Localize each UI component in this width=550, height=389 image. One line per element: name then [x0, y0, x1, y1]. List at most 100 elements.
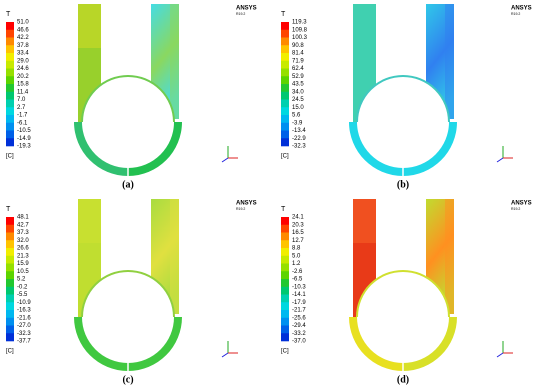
- legend-tick-label: -21.7: [292, 308, 306, 314]
- legend-tick-label: 42.7: [17, 222, 29, 228]
- legend-title: T: [281, 11, 286, 18]
- legend-tick-label: 7.0: [17, 97, 26, 103]
- legend-tick-label: -6.5: [292, 277, 303, 283]
- ring-right: [128, 317, 182, 371]
- right-leg-edge: [445, 199, 454, 314]
- colorbar-step: [281, 45, 289, 54]
- left-leg-top: [78, 199, 101, 244]
- version: R19.2: [236, 207, 245, 211]
- axis-z: [221, 157, 229, 163]
- colorbar-step: [281, 325, 289, 334]
- legend-unit: [C]: [6, 154, 14, 160]
- legend-tick-label: 12.7: [292, 238, 304, 244]
- axis-z: [496, 157, 504, 163]
- colorbar-step: [6, 138, 14, 147]
- legend-tick-label: -5.5: [17, 292, 28, 298]
- colorbar-step: [6, 294, 14, 303]
- legend-tick-label: 34.0: [292, 89, 304, 95]
- colorbar-step: [6, 76, 14, 85]
- legend-tick-label: 81.4: [292, 51, 304, 57]
- colorbar-step: [6, 248, 14, 257]
- colorbar-step: [6, 68, 14, 77]
- colorbar-step: [281, 29, 289, 38]
- legend-tick-label: 8.8: [292, 246, 301, 252]
- colorbar-step: [6, 263, 14, 272]
- colorbar-step: [6, 217, 14, 226]
- legend-tick-label: -19.3: [17, 144, 31, 150]
- colorbar-step: [6, 122, 14, 131]
- legend-tick-label: -14.9: [17, 136, 31, 142]
- caption: (b): [397, 179, 409, 190]
- legend-tick-label: 48.1: [17, 215, 29, 221]
- colorbar-step: [6, 37, 14, 46]
- legend-tick-label: 46.6: [17, 27, 29, 33]
- legend-tick-label: -27.0: [17, 323, 31, 329]
- colorbar-step: [281, 294, 289, 303]
- brand: ANSYS: [511, 6, 532, 12]
- legend-tick-label: -25.6: [292, 315, 306, 321]
- colorbar-step: [6, 22, 14, 31]
- colorbar-step: [6, 53, 14, 62]
- colorbar-step: [281, 217, 289, 226]
- legend-tick-label: 10.5: [17, 269, 29, 275]
- legend-tick-label: -21.6: [17, 315, 31, 321]
- colorbar-step: [6, 60, 14, 69]
- ring-right: [128, 122, 182, 176]
- colorbar-step: [281, 115, 289, 124]
- ring-top: [81, 270, 175, 318]
- inner-disc: [357, 76, 449, 168]
- colorbar-step: [281, 107, 289, 116]
- axis-z: [496, 352, 504, 358]
- colorbar-step: [6, 224, 14, 233]
- legend-title: T: [6, 11, 11, 18]
- legend-tick-label: -37.0: [292, 339, 306, 345]
- legend-tick-label: 26.6: [17, 246, 29, 252]
- colorbar-step: [6, 29, 14, 38]
- colorbar-step: [6, 279, 14, 288]
- colorbar-step: [6, 310, 14, 319]
- legend-tick-label: 24.1: [292, 215, 304, 221]
- panel: T 48.142.7 37.3 32.0 26.621.3 15.9 10.5 5.2-0.2…: [6, 199, 257, 385]
- colorbar-step: [281, 255, 289, 264]
- colorbar-step: [281, 91, 289, 100]
- legend-tick-label: 71.9: [292, 58, 304, 64]
- legend-tick-label: 1.2: [292, 261, 301, 267]
- colorbar-step: [281, 76, 289, 85]
- colorbar-step: [281, 60, 289, 69]
- ring-top: [356, 270, 450, 318]
- colorbar-step: [281, 224, 289, 233]
- legend-tick-label: 51.0: [17, 20, 29, 26]
- caption: (a): [122, 179, 134, 190]
- colorbar-step: [281, 232, 289, 241]
- legend-tick-label: 90.8: [292, 43, 304, 49]
- colorbar-step: [281, 302, 289, 311]
- inner-disc: [82, 271, 174, 363]
- colorbar-step: [281, 130, 289, 139]
- colorbar-step: [6, 232, 14, 241]
- legend-tick-label: 62.4: [292, 66, 304, 72]
- left-leg-top: [78, 4, 101, 49]
- colorbar-step: [281, 84, 289, 93]
- right-leg-edge: [445, 4, 454, 119]
- colorbar-step: [6, 91, 14, 100]
- legend-unit: [C]: [281, 154, 289, 160]
- colorbar-step: [6, 271, 14, 280]
- colorbar-step: [281, 333, 289, 342]
- ring-top: [81, 75, 175, 123]
- colorbar-step: [281, 22, 289, 31]
- legend-tick-label: -32.3: [292, 144, 306, 150]
- panel: T 51.046.6 42.2 37.8 33.429.0 24.6 20.2 15.811.…: [6, 4, 257, 190]
- legend-tick-label: -16.3: [17, 308, 31, 314]
- brand: ANSYS: [511, 201, 532, 207]
- colorbar-step: [281, 68, 289, 77]
- legend-tick-label: -1.7: [17, 113, 28, 119]
- legend-tick-label: -33.2: [292, 331, 306, 337]
- left-leg-top: [353, 199, 376, 244]
- legend-tick-label: -32.3: [17, 331, 31, 337]
- ring-right: [403, 317, 457, 371]
- legend-tick-label: -3.9: [292, 120, 303, 126]
- legend-tick-label: -17.9: [292, 300, 306, 306]
- legend-tick-label: 5.0: [292, 253, 301, 259]
